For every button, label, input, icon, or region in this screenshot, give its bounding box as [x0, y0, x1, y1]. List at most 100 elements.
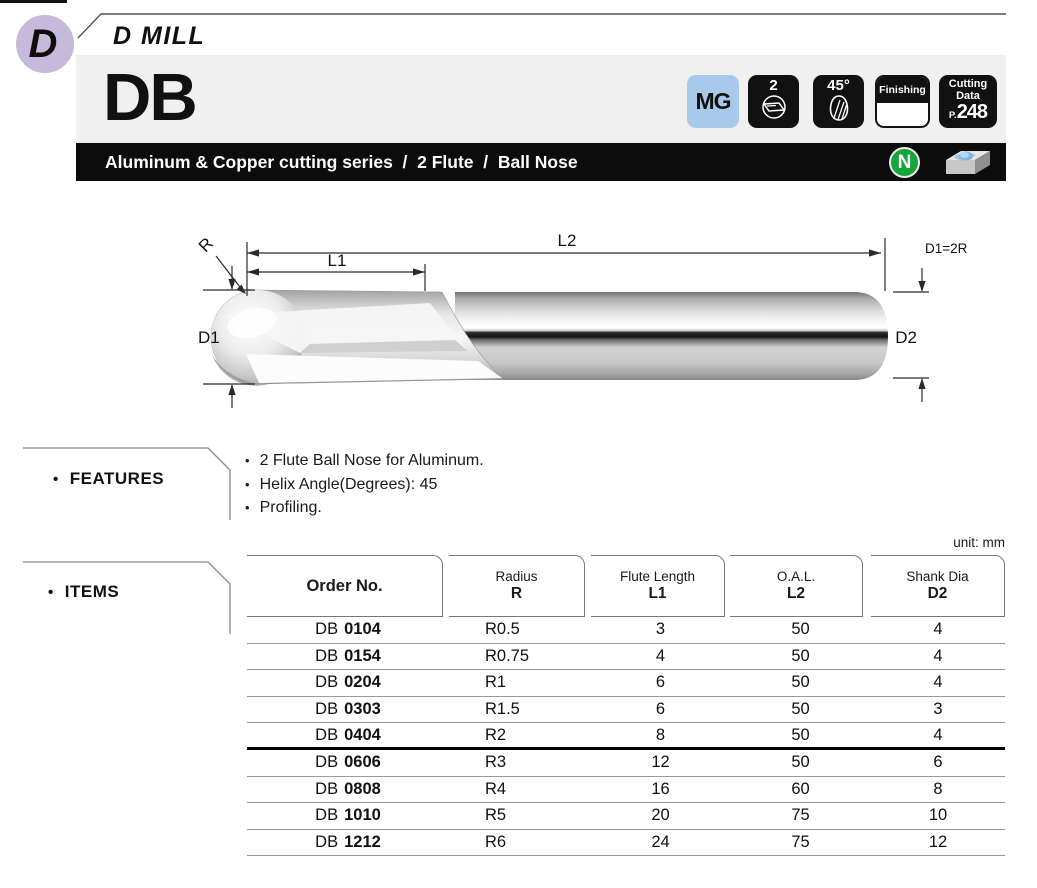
feature-text: Helix Angle(Degrees): 45 — [259, 475, 438, 493]
label-l2: L2 — [558, 231, 577, 250]
feature-text: Profiling. — [259, 499, 322, 517]
cell-shank-dia: 4 — [933, 620, 943, 639]
table-row: DB 0204 R1 6 50 4 — [247, 670, 1005, 697]
series-bar: Aluminum & Copper cutting series / 2 Flu… — [76, 143, 1006, 181]
page-corner-mark — [0, 0, 67, 3]
cell-flute-length: 24 — [651, 833, 670, 852]
bullet-icon: • — [245, 476, 250, 492]
series-logo-badge: D — [13, 12, 77, 76]
spec-table-header: Order No. Radius R Flute Length L1 O.A.L… — [247, 555, 1005, 617]
feature-text: 2 Flute Ball Nose for Aluminum. — [259, 452, 484, 469]
bullet-icon: • — [53, 470, 59, 488]
helix-angle-label: 45° — [827, 77, 850, 94]
cell-order-no: DB 0404 — [315, 725, 381, 744]
items-section-label: • ITEMS — [48, 582, 119, 602]
label-d1: D1 — [198, 328, 220, 347]
cell-oal: 50 — [791, 753, 810, 772]
cell-oal: 50 — [791, 620, 810, 639]
cell-order-no: DB 0204 — [315, 673, 381, 692]
cutting-data-badge: Cutting Data P. 248 — [939, 75, 997, 128]
column-header-flute-length: Flute Length L1 — [591, 555, 725, 617]
items-label-text: ITEMS — [64, 582, 120, 601]
finishing-label: Finishing — [877, 77, 928, 103]
cell-flute-length: 16 — [651, 779, 670, 798]
brand-title: D MILL — [113, 22, 206, 50]
cell-flute-length: 6 — [655, 700, 666, 719]
cell-oal: 75 — [791, 806, 810, 825]
cell-order-no: DB 0303 — [315, 700, 381, 719]
features-label-text: FEATURES — [69, 469, 165, 488]
feature-item: • 2 Flute Ball Nose for Aluminum. — [245, 449, 484, 473]
cell-radius: R3 — [485, 753, 507, 772]
bullet-icon: • — [245, 500, 250, 516]
cell-oal: 50 — [791, 700, 810, 719]
cell-radius: R1 — [485, 673, 507, 692]
cell-radius: R0.75 — [485, 646, 530, 665]
flute-count-badge: 2 — [748, 75, 799, 128]
material-badge: MG — [687, 75, 739, 128]
column-header-radius: Radius R — [449, 555, 585, 617]
feature-item: • Helix Angle(Degrees): 45 — [245, 473, 484, 497]
cell-order-no: DB 0104 — [315, 620, 381, 639]
table-row: DB 1212 R6 24 75 12 — [247, 830, 1005, 857]
cell-radius: R5 — [485, 806, 507, 825]
cell-shank-dia: 4 — [933, 725, 943, 744]
cell-shank-dia: 12 — [928, 833, 948, 852]
bullet-icon: • — [245, 453, 250, 468]
column-header-oal: O.A.L. L2 — [730, 555, 863, 617]
cell-flute-length: 6 — [655, 673, 666, 692]
cell-shank-dia: 3 — [933, 700, 943, 719]
cell-shank-dia: 6 — [933, 753, 943, 772]
end-mill-cross-section-icon — [761, 95, 786, 119]
end-mill-illustration — [209, 289, 888, 386]
cell-flute-length: 3 — [655, 620, 666, 639]
cutting-data-line2: Data — [956, 90, 980, 102]
table-row: DB 0154 R0.75 4 50 4 — [247, 644, 1005, 671]
cell-oal: 50 — [791, 646, 810, 665]
cell-oal: 50 — [791, 725, 810, 744]
table-row: DB 0303 R1.5 6 50 3 — [247, 697, 1005, 724]
tool-technical-drawing: L2 L1 R D1 D2 D1=2R — [195, 231, 968, 408]
model-code: DB — [103, 60, 198, 135]
flute-count-label: 2 — [769, 77, 778, 94]
coating-n-badge: N — [889, 147, 920, 178]
cell-order-no: DB 1212 — [315, 833, 381, 852]
cell-order-no: DB 0606 — [315, 753, 381, 772]
cell-order-no: DB 0808 — [315, 779, 381, 798]
finishing-badge: Finishing — [875, 75, 930, 128]
cell-shank-dia: 4 — [933, 646, 943, 665]
cell-oal: 50 — [791, 673, 810, 692]
cell-shank-dia: 10 — [928, 806, 948, 825]
table-row: DB 0808 R4 16 60 8 — [247, 777, 1005, 804]
cell-flute-length: 8 — [655, 725, 666, 744]
features-list: • 2 Flute Ball Nose for Aluminum. • Heli… — [245, 449, 484, 520]
cutting-data-page-number: 248 — [956, 101, 988, 123]
coating-n-letter: N — [897, 151, 912, 173]
cell-flute-length: 12 — [651, 753, 670, 772]
column-header-shank-dia: Shank Dia D2 — [871, 555, 1005, 617]
cell-oal: 75 — [791, 833, 810, 852]
profiling-workpiece-icon — [946, 151, 990, 174]
spec-table: Order No. Radius R Flute Length L1 O.A.L… — [247, 555, 1005, 857]
cell-radius: R2 — [485, 725, 507, 744]
cell-order-no: DB 0154 — [315, 646, 381, 665]
column-header-order-no: Order No. — [247, 555, 443, 617]
table-row: DB 1010 R5 20 75 10 — [247, 803, 1005, 830]
cell-flute-length: 20 — [651, 806, 670, 825]
header-rule-line — [77, 13, 1006, 39]
label-d2: D2 — [895, 328, 917, 347]
helix-angle-badge: 45° — [813, 75, 864, 128]
bullet-icon: • — [48, 583, 54, 601]
spec-badges: MG 2 45° Finishing Cutting Data P. — [687, 75, 997, 128]
feature-item: • Profiling. — [245, 496, 484, 520]
label-r: R — [195, 234, 217, 256]
table-row: DB 0404 R2 8 50 4 — [247, 723, 1005, 750]
label-l1: L1 — [328, 251, 347, 270]
cell-radius: R6 — [485, 833, 507, 852]
cell-radius: R4 — [485, 779, 507, 798]
label-d1-equals-2r: D1=2R — [925, 241, 968, 256]
cutting-data-page-prefix: P. — [948, 110, 957, 121]
features-section-label: • FEATURES — [53, 469, 164, 489]
cell-flute-length: 4 — [655, 646, 666, 665]
